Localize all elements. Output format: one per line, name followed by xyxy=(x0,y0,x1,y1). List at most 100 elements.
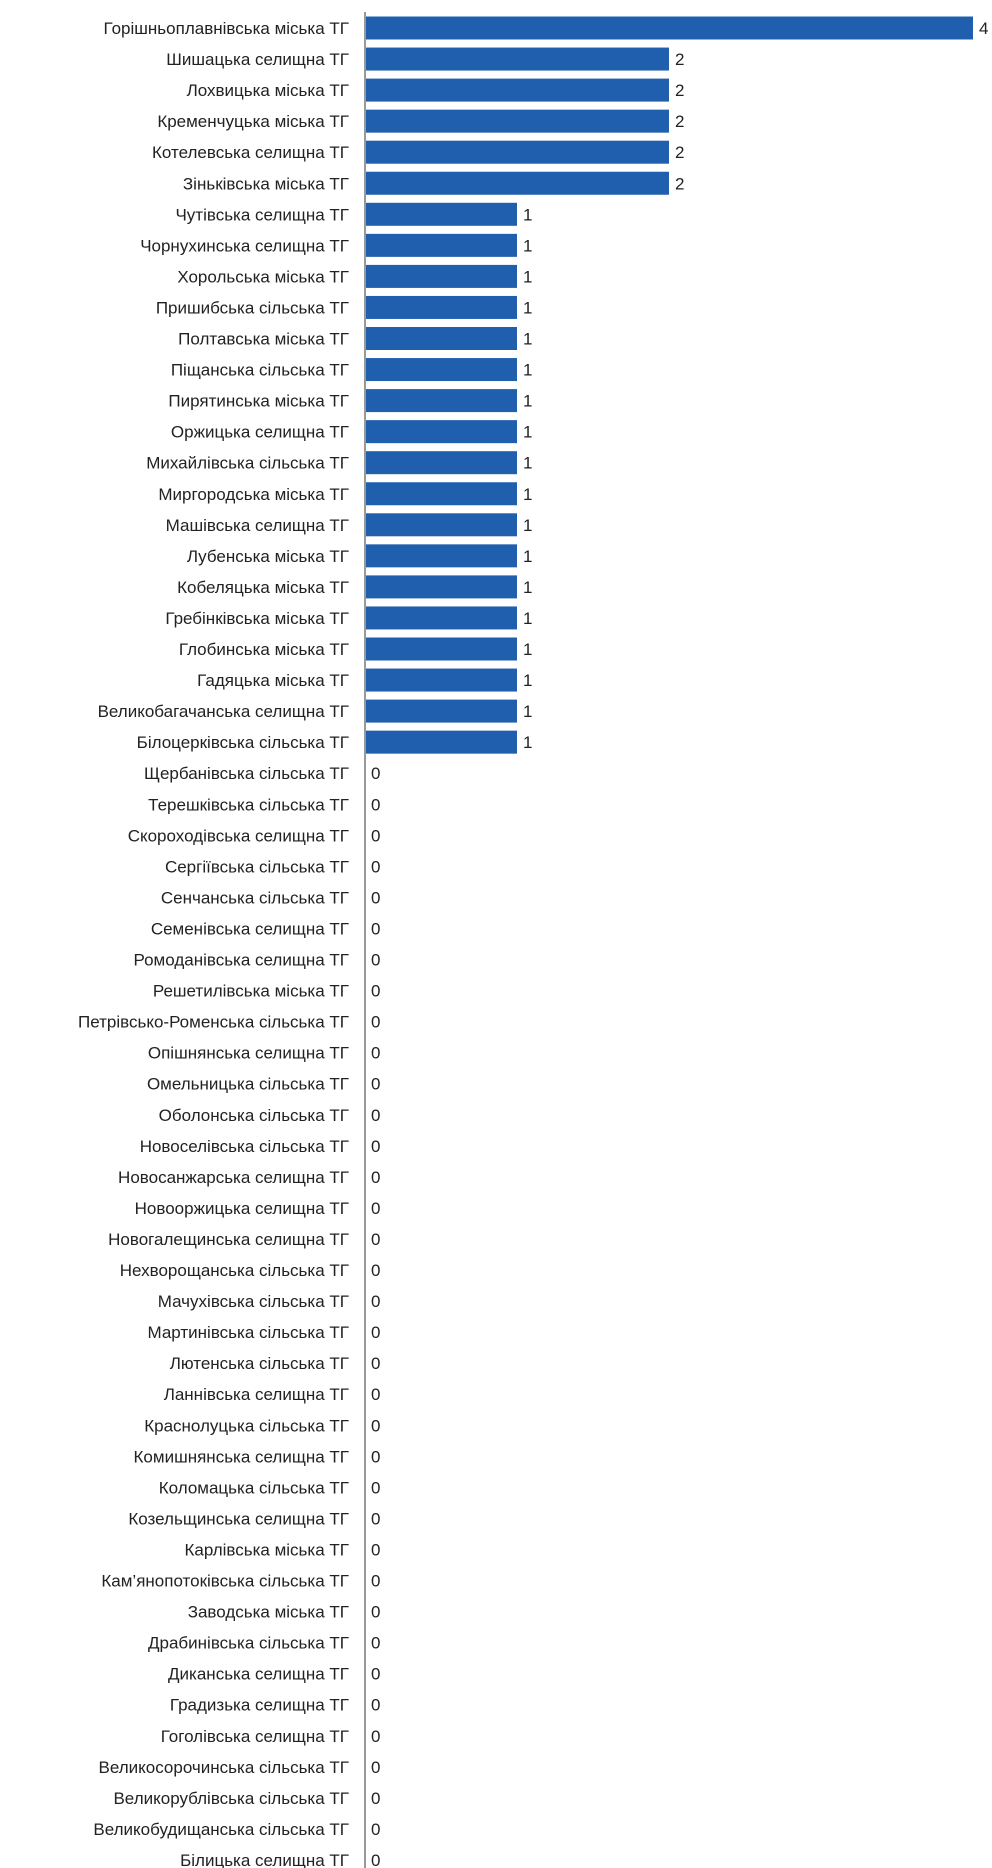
value-label: 0 xyxy=(371,1044,380,1063)
value-labels-layer: 4 2 2 2 2 2 1 1 1 1 1 1 1 1 1 1 1 1 1 1 1 1 1 1 0 0 0 0 0 0 0 0 0 0 0 0 0 0 0 0… xyxy=(371,19,988,1868)
bar xyxy=(365,202,517,226)
bar xyxy=(365,513,517,537)
value-label: 1 xyxy=(523,298,532,317)
bar xyxy=(365,327,517,350)
category-label: Лютенська сільська ТГ xyxy=(170,1354,349,1373)
value-label: 0 xyxy=(371,1789,380,1808)
value-label: 0 xyxy=(371,1603,380,1622)
value-label: 0 xyxy=(371,1416,380,1435)
category-label: Коломацька сільська ТГ xyxy=(159,1478,349,1497)
category-label: Сергіївська сільська ТГ xyxy=(165,857,349,876)
value-label: 0 xyxy=(371,1540,380,1559)
value-label: 0 xyxy=(371,857,380,876)
value-label: 0 xyxy=(371,1075,380,1094)
category-label: Опішнянська селищна ТГ xyxy=(148,1044,349,1063)
value-label: 1 xyxy=(523,236,532,255)
category-label: Терешківська сільська ТГ xyxy=(148,795,349,814)
bar xyxy=(365,140,669,164)
category-labels-layer: Горішньоплавнівська міська ТГ Шишацька се… xyxy=(78,19,349,1868)
value-label: 1 xyxy=(523,423,532,442)
value-label: 0 xyxy=(371,982,380,1001)
value-label: 0 xyxy=(371,1509,380,1528)
bars-layer xyxy=(365,16,973,754)
category-label: Решетилівська міська ТГ xyxy=(153,982,349,1001)
value-label: 0 xyxy=(371,1323,380,1342)
category-label: Мачухівська сільська ТГ xyxy=(158,1292,349,1311)
bar xyxy=(365,171,669,195)
value-label: 1 xyxy=(523,267,532,286)
value-label: 1 xyxy=(523,361,532,380)
value-label: 0 xyxy=(371,951,380,970)
category-label: Пришибська сільська ТГ xyxy=(156,298,349,317)
category-label: Великорублівська сільська ТГ xyxy=(113,1789,349,1808)
value-label: 0 xyxy=(371,1137,380,1156)
value-label: 1 xyxy=(523,330,532,349)
bar xyxy=(365,389,517,413)
category-label: Зіньківська міська ТГ xyxy=(183,174,349,193)
category-label: Гоголівська селищна ТГ xyxy=(161,1727,349,1746)
category-label: Великобудищанська сільська ТГ xyxy=(93,1820,349,1839)
value-label: 1 xyxy=(523,205,532,224)
category-label: Чутівська селищна ТГ xyxy=(175,205,349,224)
value-label: 0 xyxy=(371,1851,380,1868)
value-label: 4 xyxy=(979,19,988,38)
value-label: 1 xyxy=(523,485,532,504)
category-label: Драбинівська сільська ТГ xyxy=(148,1634,349,1653)
category-label: Омельницька сільська ТГ xyxy=(147,1075,349,1094)
category-label: Піщанська сільська ТГ xyxy=(171,361,349,380)
value-label: 1 xyxy=(523,733,532,752)
value-label: 0 xyxy=(371,1696,380,1715)
category-label: Лохвицька міська ТГ xyxy=(187,81,349,100)
category-label: Михайлівська сільська ТГ xyxy=(146,454,349,473)
category-label: Козельщинська селищна ТГ xyxy=(128,1509,349,1528)
value-label: 1 xyxy=(523,454,532,473)
category-label: Карлівська міська ТГ xyxy=(184,1540,349,1559)
value-label: 2 xyxy=(675,50,684,69)
category-label: Кам’янопотоківська сільська ТГ xyxy=(101,1572,349,1591)
category-label: Щербанівська сільська ТГ xyxy=(144,764,349,783)
value-label: 2 xyxy=(675,81,684,100)
bar xyxy=(365,78,669,102)
category-label: Білицька селищна ТГ xyxy=(180,1851,349,1868)
category-label: Великобагачанська селищна ТГ xyxy=(98,702,349,721)
value-label: 0 xyxy=(371,1230,380,1249)
category-label: Новосанжарська селищна ТГ xyxy=(118,1168,349,1187)
category-label: Петрівсько-Роменська сільська ТГ xyxy=(78,1013,349,1032)
category-label: Гребінківська міська ТГ xyxy=(165,609,349,628)
value-label: 0 xyxy=(371,1261,380,1280)
bar xyxy=(365,730,517,754)
value-label: 0 xyxy=(371,1572,380,1591)
bar xyxy=(365,420,517,444)
value-label: 2 xyxy=(675,143,684,162)
bar xyxy=(365,482,517,506)
value-label: 0 xyxy=(371,1168,380,1187)
category-label: Глобинська міська ТГ xyxy=(179,640,349,659)
value-label: 1 xyxy=(523,578,532,597)
category-label: Оржицька селищна ТГ xyxy=(171,423,349,442)
category-label: Семенівська селищна ТГ xyxy=(151,919,349,938)
category-label: Горішньоплавнівська міська ТГ xyxy=(104,19,349,38)
category-label: Машівська селищна ТГ xyxy=(166,516,349,535)
bar xyxy=(365,16,973,40)
category-label: Оболонська сільська ТГ xyxy=(159,1106,349,1125)
category-label: Полтавська міська ТГ xyxy=(178,330,349,349)
bar xyxy=(365,295,517,319)
category-label: Кобеляцька міська ТГ xyxy=(177,578,349,597)
category-label: Хорольська міська ТГ xyxy=(177,267,349,286)
value-label: 0 xyxy=(371,1013,380,1032)
value-label: 0 xyxy=(371,1385,380,1404)
category-label: Диканська селищна ТГ xyxy=(168,1665,349,1684)
category-label: Гадяцька міська ТГ xyxy=(197,671,349,690)
category-label: Скороходівська селищна ТГ xyxy=(128,826,349,845)
value-label: 1 xyxy=(523,609,532,628)
value-label: 0 xyxy=(371,764,380,783)
value-label: 1 xyxy=(523,671,532,690)
value-label: 0 xyxy=(371,888,380,907)
category-label: Лубенська міська ТГ xyxy=(187,547,349,566)
category-label: Мартинівська сільська ТГ xyxy=(147,1323,349,1342)
value-label: 0 xyxy=(371,1199,380,1218)
category-label: Чорнухинська селищна ТГ xyxy=(140,236,349,255)
category-label: Нехворощанська сільська ТГ xyxy=(120,1261,349,1280)
category-label: Комишнянська селищна ТГ xyxy=(134,1447,349,1466)
